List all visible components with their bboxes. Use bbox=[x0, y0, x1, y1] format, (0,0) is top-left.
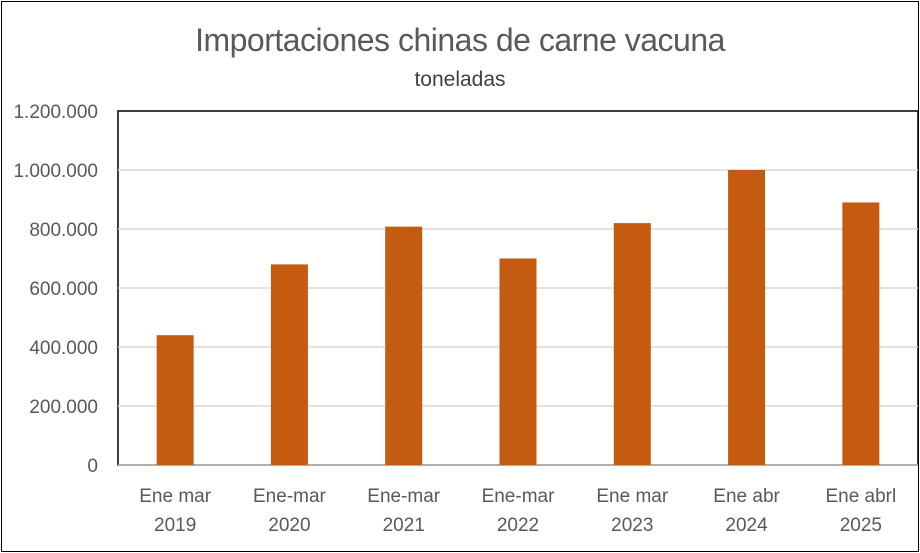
bar bbox=[728, 170, 766, 465]
bar bbox=[270, 264, 308, 465]
x-tick-label: Ene mar 2019 bbox=[139, 486, 211, 536]
chart-title: Importaciones chinas de carne vacuna bbox=[195, 22, 725, 58]
y-tick-label: 200.000 bbox=[29, 397, 98, 418]
bar bbox=[613, 223, 651, 465]
x-tick-label: Ene-mar 2022 bbox=[482, 486, 556, 536]
y-axis-ticks: 0 200.000 400.000 600.000 800.000 1.000.000 1.… bbox=[13, 102, 98, 477]
y-tick-label: 1.200.000 bbox=[13, 102, 98, 123]
y-tick-label: 600.000 bbox=[29, 279, 98, 300]
x-tick-label: Ene abr 2024 bbox=[713, 486, 780, 536]
y-tick-label: 1.000.000 bbox=[13, 161, 98, 182]
x-axis-ticks: Ene mar 2019 Ene-mar 2020 Ene-mar 2021 Ene-mar… bbox=[139, 486, 896, 536]
y-tick-label: 800.000 bbox=[29, 220, 98, 241]
x-tick-label: Ene abrl 2025 bbox=[825, 486, 896, 536]
bar bbox=[499, 258, 537, 465]
x-tick-label: Ene mar 2023 bbox=[596, 486, 668, 536]
y-tick-label: 400.000 bbox=[29, 338, 98, 359]
bar bbox=[842, 202, 880, 465]
bar bbox=[156, 335, 194, 465]
bar bbox=[385, 226, 423, 465]
x-tick-label: Ene-mar 2021 bbox=[367, 486, 441, 536]
y-tick-label: 0 bbox=[87, 456, 98, 477]
x-tick-label: Ene-mar 2020 bbox=[253, 486, 327, 536]
chart-subtitle: toneladas bbox=[414, 68, 506, 91]
bars bbox=[156, 170, 880, 465]
